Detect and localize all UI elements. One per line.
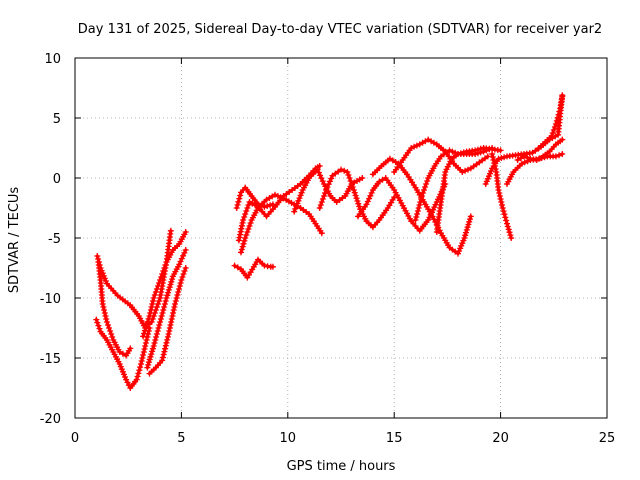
- series-markers: [233, 184, 276, 211]
- series-markers: [489, 151, 515, 241]
- series-markers: [316, 166, 398, 231]
- series-markers: [144, 247, 189, 371]
- series-arc-7: [231, 256, 276, 281]
- y-tick-label: -15: [40, 352, 61, 367]
- series-arc-9: [238, 191, 325, 256]
- series-arc-3: [93, 316, 153, 391]
- plot-frame: [74, 57, 608, 419]
- series-arc-19: [489, 151, 515, 241]
- series-markers: [433, 145, 504, 235]
- series-arc-4: [140, 229, 189, 340]
- series-arc-17: [433, 145, 504, 235]
- y-tick-label: 0: [53, 172, 61, 187]
- series-arc-2: [95, 259, 134, 359]
- y-axis-label: SDTVAR / TECUs: [7, 187, 22, 294]
- series-arc-12: [316, 166, 398, 231]
- series-arc-10: [233, 184, 276, 211]
- series-arc-1: [94, 227, 174, 331]
- y-tick-label: -20: [40, 412, 61, 427]
- series-arc-22: [535, 93, 566, 151]
- series-markers: [369, 155, 474, 257]
- y-tick-label: -10: [40, 292, 61, 307]
- y-tick-label: -5: [48, 232, 61, 247]
- series-arc-6: [146, 265, 189, 377]
- x-tick-label: 5: [177, 431, 185, 446]
- series-markers: [535, 93, 566, 151]
- x-tick-label: 25: [599, 431, 616, 446]
- series-arc-14: [369, 155, 474, 257]
- series-markers: [238, 191, 325, 256]
- series-markers: [93, 316, 153, 391]
- series-markers: [146, 265, 189, 377]
- series-markers: [95, 259, 134, 359]
- x-tick-label: 15: [386, 431, 403, 446]
- grid-layer: [75, 58, 607, 418]
- x-axis-label: GPS time / hours: [287, 459, 396, 474]
- series-arc-21: [514, 136, 566, 163]
- x-tick-label: 10: [280, 431, 297, 446]
- y-tick-label: 5: [53, 112, 61, 127]
- series-arc-15: [391, 136, 491, 175]
- series-markers: [514, 136, 566, 163]
- x-tick-label: 20: [492, 431, 509, 446]
- x-tick-label: 0: [71, 431, 79, 446]
- tick-layer: 0 5 10 15 20 25 -20 -15 -10 -5 0 5 10: [40, 52, 616, 446]
- chart-title: Day 131 of 2025, Sidereal Day-to-day VTE…: [78, 22, 602, 37]
- series-markers: [231, 256, 276, 281]
- series-layer: [93, 92, 566, 391]
- y-tick-label: 10: [44, 52, 61, 67]
- series-markers: [140, 229, 189, 340]
- series-arc-5: [144, 247, 189, 371]
